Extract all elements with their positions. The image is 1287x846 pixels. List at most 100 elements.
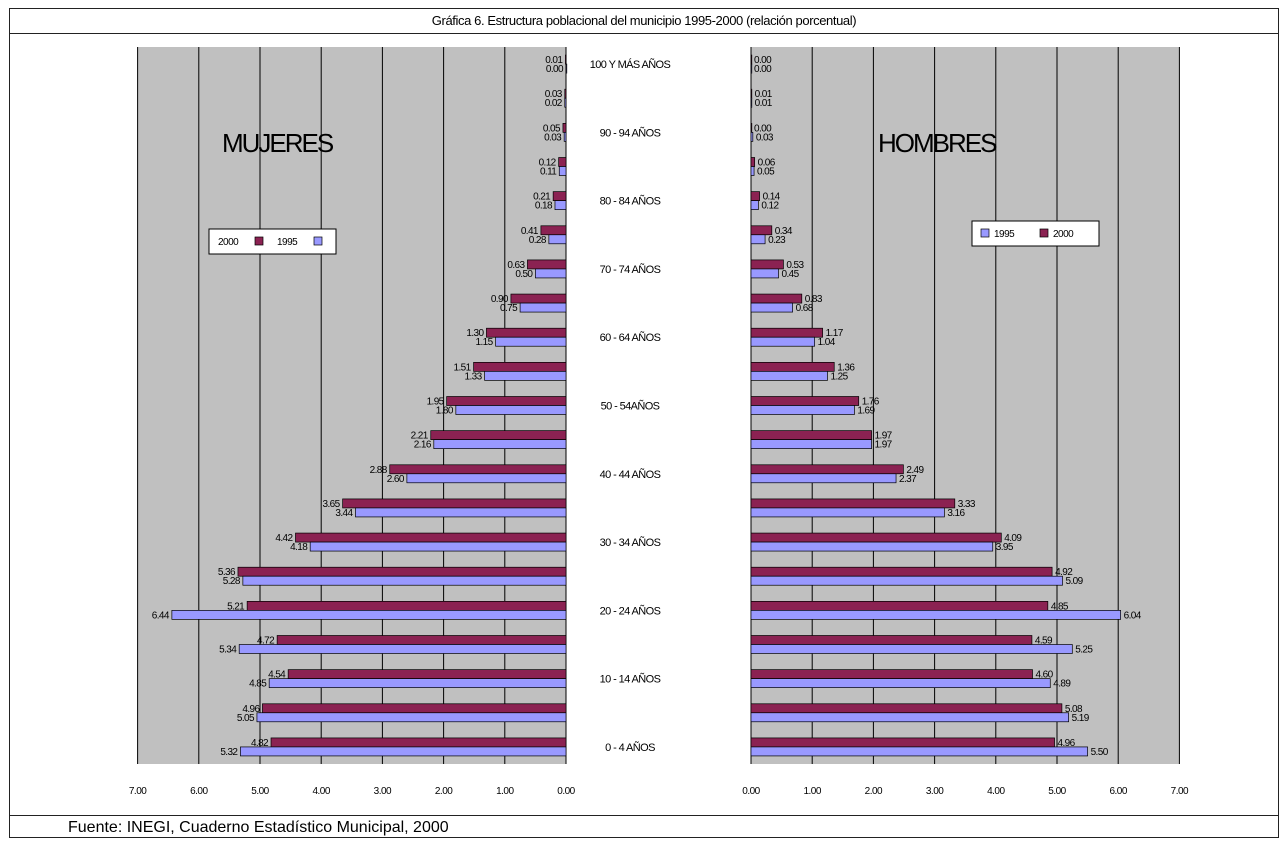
hombres-legend-swatch — [1039, 228, 1049, 238]
hombres-bar-1995 — [750, 268, 779, 279]
age-group-label: 80 - 84 AÑOS — [600, 195, 661, 208]
mujeres-bar-2000 — [295, 532, 567, 543]
hombres-bar-1995 — [750, 575, 1063, 586]
mujeres-bar-2000-label: 0.12 — [539, 158, 557, 169]
hombres-bar-2000-label: 4.59 — [1035, 636, 1053, 647]
mujeres-bar-1995-label: 2.60 — [387, 474, 405, 485]
age-group-label: 70 - 74 AÑOS — [600, 263, 661, 276]
hombres-bar-2000 — [750, 566, 1053, 577]
mujeres-bar-1995-label: 1.33 — [465, 371, 483, 382]
hombres-bar-1995 — [750, 541, 994, 552]
hombres-bar-2000-label: 0.06 — [758, 158, 776, 169]
source-note: Fuente: INEGI, Cuaderno Estadístico Muni… — [10, 815, 1278, 839]
mujeres-bar-2000-label: 2.88 — [370, 465, 388, 476]
hombres-bar-1995 — [750, 439, 872, 449]
mujeres-bar-1995 — [484, 371, 567, 381]
mujeres-bar-2000-label: 1.30 — [466, 328, 484, 339]
hombres-bar-1995-label: 0.03 — [756, 132, 774, 143]
mujeres-bar-2000 — [562, 123, 567, 133]
age-group-label: 100 Y MÁS AÑOS — [590, 58, 671, 71]
mujeres-bar-1995-label: 0.50 — [515, 269, 533, 280]
mujeres-bar-2000-label: 0.21 — [533, 192, 551, 203]
chart-title: Gráfica 6. Estructura poblacional del mu… — [10, 9, 1278, 34]
mujeres-bar-2000-label: 0.90 — [491, 294, 509, 305]
mujeres-bar-2000 — [473, 362, 567, 372]
hombres-legend-label: 1995 — [994, 229, 1015, 240]
mujeres-bar-2000-label: 4.42 — [275, 533, 293, 544]
mujeres-bar-2000 — [270, 737, 567, 748]
mujeres-bar-1995 — [242, 575, 567, 586]
mujeres-bar-2000-label: 1.95 — [427, 397, 445, 408]
mujeres-bar-2000 — [342, 498, 567, 509]
hombres-bar-1995 — [750, 302, 793, 313]
mujeres-bar-1995-label: 0.28 — [529, 235, 547, 246]
hombres-bar-2000 — [750, 362, 835, 372]
hombres-bar-2000 — [750, 88, 753, 99]
mujeres-bar-2000 — [262, 703, 567, 714]
mujeres-bar-2000-label: 0.41 — [521, 226, 539, 237]
hombres-bar-2000-label: 0.53 — [786, 260, 804, 271]
mujeres-bar-1995 — [563, 132, 567, 142]
mujeres-bar-2000 — [564, 88, 567, 99]
age-group-label: 40 - 44 AÑOS — [600, 468, 661, 481]
mujeres-bar-2000-label: 0.01 — [545, 55, 563, 66]
mujeres-bar-2000 — [246, 601, 567, 611]
hombres-legend-label: 2000 — [1053, 229, 1074, 240]
hombres-bar-1995 — [750, 610, 1121, 620]
hombres-bar-2000 — [750, 225, 773, 236]
mujeres-bar-1995 — [519, 302, 567, 313]
mujeres-bar-1995-label: 0.00 — [546, 64, 564, 75]
mujeres-bar-2000-label: 0.63 — [507, 260, 525, 271]
hombres-bar-1995-label: 5.50 — [1091, 747, 1109, 758]
hombres-bar-2000 — [750, 157, 756, 167]
hombres-bar-1995 — [750, 712, 1069, 723]
hombres-bar-1995-label: 0.01 — [755, 98, 773, 109]
hombres-bar-2000-label: 4.96 — [1058, 738, 1076, 749]
mujeres-bar-2000 — [565, 54, 567, 65]
mujeres-title: MUJERES — [222, 128, 334, 158]
mujeres-bar-1995-label: 2.16 — [414, 440, 432, 451]
mujeres-bar-1995-label: 5.32 — [220, 747, 238, 758]
hombres-bar-2000-label: 4.60 — [1036, 670, 1054, 681]
mujeres-bar-1995-label: 0.11 — [540, 167, 557, 178]
mujeres-x-tick-label: 4.00 — [312, 786, 330, 797]
hombres-bar-2000-label: 1.97 — [875, 431, 893, 442]
mujeres-bar-2000-label: 1.51 — [454, 362, 472, 373]
hombres-bar-1995-label: 5.09 — [1066, 576, 1084, 587]
hombres-bar-2000 — [750, 430, 872, 440]
hombres-bar-1995-label: 0.23 — [768, 235, 786, 246]
hombres-bar-1995 — [750, 507, 945, 518]
hombres-bar-2000 — [750, 669, 1033, 679]
mujeres-bar-1995 — [455, 405, 567, 415]
hombres-bar-2000-label: 2.49 — [906, 465, 924, 476]
mujeres-x-tick-label: 7.00 — [129, 786, 147, 797]
mujeres-bar-1995 — [535, 268, 567, 279]
mujeres-bar-2000-label: 5.21 — [227, 601, 245, 612]
hombres-bar-1995 — [750, 166, 755, 176]
mujeres-legend-label: 2000 — [218, 237, 239, 248]
mujeres-bar-1995-label: 3.44 — [335, 508, 353, 519]
mujeres-bar-2000 — [527, 259, 567, 270]
hombres-bar-2000-label: 0.83 — [805, 294, 823, 305]
mujeres-bar-2000 — [389, 464, 567, 475]
mujeres-bar-1995-label: 0.75 — [500, 303, 518, 314]
mujeres-bar-2000 — [510, 293, 567, 304]
hombres-bar-2000 — [750, 737, 1055, 748]
hombres-bar-1995 — [750, 132, 754, 142]
age-group-label: 60 - 64 AÑOS — [600, 331, 661, 344]
hombres-bar-2000 — [750, 464, 904, 475]
hombres-bar-1995-label: 5.25 — [1075, 645, 1093, 656]
hombres-bar-1995-label: 1.25 — [831, 371, 849, 382]
mujeres-bar-1995 — [309, 541, 567, 552]
mujeres-bar-1995 — [240, 746, 567, 757]
hombres-bar-2000-label: 0.01 — [755, 89, 773, 100]
mujeres-x-tick-label: 3.00 — [374, 786, 392, 797]
hombres-legend — [971, 220, 1100, 247]
mujeres-bar-1995-label: 5.34 — [219, 645, 237, 656]
hombres-bar-1995 — [750, 336, 815, 347]
mujeres-x-tick-label: 0.00 — [557, 786, 575, 797]
mujeres-bar-2000 — [552, 191, 567, 201]
hombres-bar-2000 — [750, 123, 753, 133]
mujeres-bar-2000-label: 4.72 — [257, 636, 275, 647]
mujeres-legend-swatch — [313, 236, 323, 246]
